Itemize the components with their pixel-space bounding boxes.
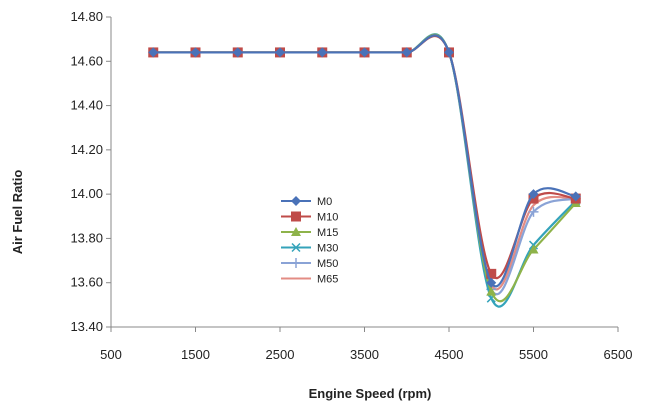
- y-tick-label: 14.20: [70, 142, 103, 157]
- legend-label: M15: [317, 227, 338, 239]
- x-tick-label: 1500: [181, 347, 210, 362]
- data-point-m0: [444, 47, 454, 58]
- y-tick-label: 13.40: [70, 319, 103, 334]
- legend-label: M50: [317, 258, 338, 270]
- legend-item-m30: M30: [281, 243, 338, 255]
- y-tick-label: 14.00: [70, 186, 103, 201]
- series-line-m10: [153, 35, 576, 279]
- x-tick-label: 2500: [266, 347, 295, 362]
- legend-item-m15: M15: [281, 227, 338, 239]
- data-point-m0: [401, 47, 412, 58]
- data-point-m0: [528, 189, 539, 200]
- data-point-m0: [148, 47, 159, 58]
- legend-item-m10: M10: [281, 211, 338, 224]
- y-tick-label: 13.60: [70, 275, 103, 290]
- x-tick-label: 5500: [519, 347, 548, 362]
- legend-marker: [291, 242, 301, 253]
- y-tick-label: 14.60: [70, 53, 103, 68]
- x-tick-label: 3500: [350, 347, 379, 362]
- x-tick-label: 500: [100, 347, 122, 362]
- x-axis-ticks: 500 1500 2500 3500 4500 5500 6500: [100, 327, 632, 362]
- series-m15: [148, 33, 581, 303]
- legend-marker: [291, 227, 301, 236]
- legend-label: M30: [317, 243, 338, 255]
- data-point-m0: [190, 47, 201, 58]
- x-tick-label: 4500: [435, 347, 464, 362]
- legend-label: M10: [317, 212, 338, 224]
- marker-stroke: [291, 242, 301, 253]
- legend-marker: [291, 211, 301, 222]
- y-tick-label: 13.80: [70, 230, 103, 245]
- y-tick-label: 14.40: [70, 98, 103, 113]
- data-point-m0: [359, 47, 370, 58]
- data-point-m0: [486, 277, 497, 288]
- legend-item-m65: M65: [281, 274, 338, 286]
- series-m0: [148, 34, 581, 288]
- data-point-m0: [232, 47, 243, 58]
- legend-label: M0: [317, 196, 332, 208]
- axes: [110, 17, 618, 328]
- data-point-m50: [528, 206, 539, 217]
- data-point-m10: [486, 268, 497, 279]
- data-point-m15: [486, 286, 497, 296]
- legend-marker: [291, 258, 301, 268]
- data-point-m15: [528, 244, 539, 254]
- data-point-m0: [570, 191, 581, 202]
- data-point-m0: [317, 47, 328, 58]
- legend-marker: [291, 196, 301, 206]
- series-m30: [148, 33, 581, 308]
- series-m50: [148, 33, 581, 295]
- y-axis-title: Air Fuel Ratio: [10, 170, 25, 255]
- legend-label: M65: [317, 274, 338, 286]
- x-tick-label: 6500: [604, 347, 633, 362]
- legend: M0 M10 M15 M30 M50 M65: [281, 196, 338, 286]
- y-axis-ticks: 13.40 13.60 13.80 14.00 14.20 14.40 14.60 14.80: [70, 9, 111, 334]
- series-layer: [148, 33, 581, 308]
- y-tick-label: 14.80: [70, 9, 103, 24]
- legend-item-m0: M0: [281, 196, 332, 208]
- legend-item-m50: M50: [281, 258, 338, 270]
- data-point-m0: [275, 47, 285, 58]
- x-axis-title: Engine Speed (rpm): [309, 386, 432, 401]
